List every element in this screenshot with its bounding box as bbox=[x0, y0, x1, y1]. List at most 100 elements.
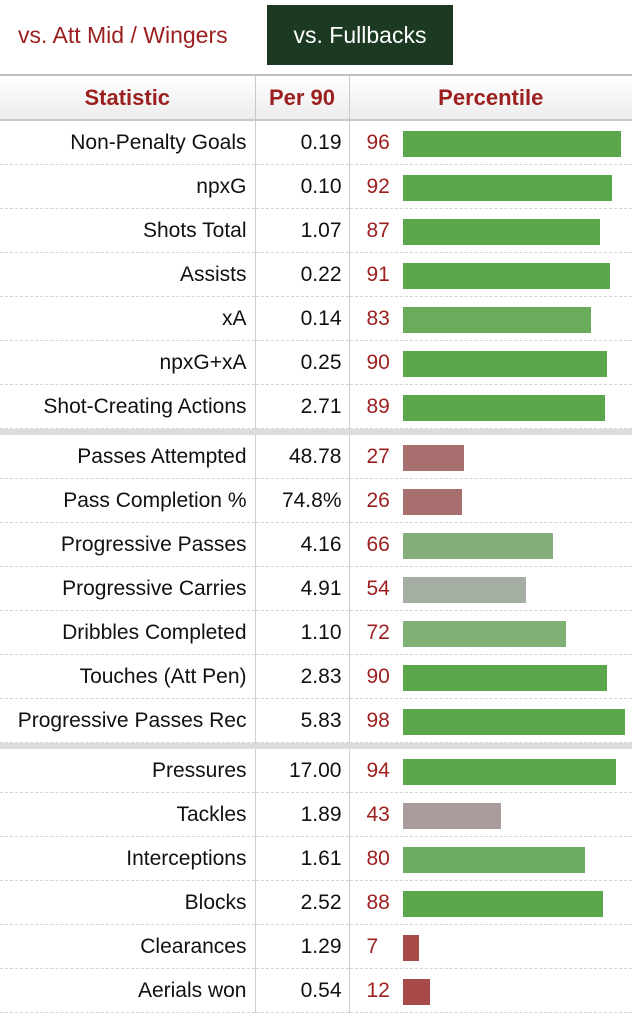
stat-name: Shots Total bbox=[142, 218, 247, 242]
table-row: Aerials won 0.54 12 bbox=[0, 968, 632, 1013]
header-per90[interactable]: Per 90 bbox=[255, 76, 350, 121]
percentile-cell: 54 bbox=[349, 566, 632, 611]
percentile-value: 98 bbox=[366, 709, 390, 732]
table-row: Tackles 1.89 43 bbox=[0, 792, 632, 837]
comparison-tabs: vs. Att Mid / Wingers vs. Fullbacks bbox=[0, 0, 632, 74]
percentile-value: 26 bbox=[366, 489, 390, 512]
stat-name: Shot-Creating Actions bbox=[43, 394, 247, 418]
per90-value: 2.83 bbox=[255, 654, 350, 699]
stat-name: Passes Attempted bbox=[77, 444, 247, 468]
stat-name-cell: Assists bbox=[0, 252, 256, 297]
percentile-cell: 12 bbox=[349, 968, 632, 1013]
per90-value: 0.54 bbox=[255, 968, 350, 1013]
stat-name: Tackles bbox=[176, 802, 247, 826]
percentile-bar bbox=[402, 175, 612, 201]
percentile-cell: 98 bbox=[349, 698, 632, 743]
percentile-bar bbox=[402, 935, 419, 961]
per90-value: 0.19 bbox=[255, 120, 350, 165]
stat-name: Blocks bbox=[184, 890, 247, 914]
percentile-table: Statistic Per 90 Percentile Non-Penalty … bbox=[0, 76, 632, 1013]
percentile-value: 43 bbox=[366, 803, 390, 826]
percentile-bar bbox=[402, 847, 585, 873]
percentile-cell: 92 bbox=[349, 164, 632, 209]
percentile-value: 54 bbox=[366, 577, 390, 600]
per90-value: 1.07 bbox=[255, 208, 350, 253]
table-row: npxG+xA 0.25 90 bbox=[0, 340, 632, 385]
percentile-cell: 7 bbox=[349, 924, 632, 969]
stat-name: npxG+xA bbox=[159, 350, 247, 374]
per90-value: 48.78 bbox=[255, 435, 350, 479]
per90-value: 1.61 bbox=[255, 836, 350, 881]
percentile-value: 90 bbox=[366, 351, 390, 374]
stat-name-cell: xA bbox=[0, 296, 256, 341]
percentile-value: 72 bbox=[366, 621, 390, 644]
table-body: Non-Penalty Goals 0.19 96 npxG 0.10 92 Shots T… bbox=[0, 120, 632, 1013]
stat-name-cell: Interceptions bbox=[0, 836, 256, 881]
per90-value: 0.14 bbox=[255, 296, 350, 341]
per90-value: 2.71 bbox=[255, 384, 350, 429]
stat-name-cell: Dribbles Completed bbox=[0, 610, 256, 655]
header-statistic[interactable]: Statistic bbox=[0, 76, 256, 121]
per90-value: 0.25 bbox=[255, 340, 350, 385]
percentile-bar bbox=[402, 351, 607, 377]
stat-name-cell: Progressive Passes bbox=[0, 522, 256, 567]
stat-name-cell: Shot-Creating Actions bbox=[0, 384, 256, 429]
percentile-bar bbox=[402, 263, 610, 289]
percentile-value: 90 bbox=[366, 665, 390, 688]
percentile-bar bbox=[402, 577, 526, 603]
percentile-cell: 27 bbox=[349, 435, 632, 479]
percentile-value: 89 bbox=[366, 395, 390, 418]
table-row: Shot-Creating Actions 2.71 89 bbox=[0, 384, 632, 429]
percentile-bar bbox=[402, 395, 605, 421]
stat-name-cell: Aerials won bbox=[0, 968, 256, 1013]
per90-value: 4.91 bbox=[255, 566, 350, 611]
percentile-value: 83 bbox=[366, 307, 390, 330]
stat-name: Touches (Att Pen) bbox=[79, 664, 247, 688]
per90-value: 2.52 bbox=[255, 880, 350, 925]
stat-name-cell: Blocks bbox=[0, 880, 256, 925]
stat-name-cell: Pressures bbox=[0, 749, 256, 793]
stat-name: Progressive Carries bbox=[62, 576, 247, 600]
stat-name: Interceptions bbox=[126, 846, 247, 870]
header-percentile[interactable]: Percentile bbox=[349, 76, 632, 121]
table-row: Progressive Passes Rec 5.83 98 bbox=[0, 698, 632, 743]
percentile-value: 87 bbox=[366, 219, 390, 242]
per90-value: 1.10 bbox=[255, 610, 350, 655]
stat-name-cell: npxG+xA bbox=[0, 340, 256, 385]
per90-value: 1.89 bbox=[255, 792, 350, 837]
stat-name: Assists bbox=[179, 262, 247, 286]
percentile-cell: 83 bbox=[349, 296, 632, 341]
tab-att-mid-wingers[interactable]: vs. Att Mid / Wingers bbox=[18, 22, 228, 48]
table-row: Blocks 2.52 88 bbox=[0, 880, 632, 925]
percentile-value: 94 bbox=[366, 759, 390, 782]
stat-name: Pressures bbox=[151, 758, 247, 782]
percentile-cell: 88 bbox=[349, 880, 632, 925]
table-row: xA 0.14 83 bbox=[0, 296, 632, 341]
percentile-value: 92 bbox=[366, 175, 390, 198]
stat-name-cell: Tackles bbox=[0, 792, 256, 837]
percentile-cell: 89 bbox=[349, 384, 632, 429]
percentile-value: 80 bbox=[366, 847, 390, 870]
table-row: Passes Attempted 48.78 27 bbox=[0, 435, 632, 479]
percentile-cell: 80 bbox=[349, 836, 632, 881]
table-row: Interceptions 1.61 80 bbox=[0, 836, 632, 881]
percentile-bar bbox=[402, 665, 607, 691]
table-row: Clearances 1.29 7 bbox=[0, 924, 632, 969]
percentile-value: 96 bbox=[366, 131, 390, 154]
stat-name: Aerials won bbox=[137, 978, 247, 1002]
percentile-bar bbox=[402, 891, 603, 917]
per90-value: 5.83 bbox=[255, 698, 350, 743]
percentile-cell: 90 bbox=[349, 654, 632, 699]
table-row: Pass Completion % 74.8% 26 bbox=[0, 478, 632, 523]
percentile-bar bbox=[402, 219, 600, 245]
stat-name: Non-Penalty Goals bbox=[70, 130, 247, 154]
table-header: Statistic Per 90 Percentile bbox=[0, 76, 632, 121]
stat-name: Pass Completion % bbox=[63, 488, 247, 512]
table-row: npxG 0.10 92 bbox=[0, 164, 632, 209]
tab-fullbacks[interactable]: vs. Fullbacks bbox=[267, 5, 453, 65]
table-row: Assists 0.22 91 bbox=[0, 252, 632, 297]
table-row: Touches (Att Pen) 2.83 90 bbox=[0, 654, 632, 699]
percentile-value: 66 bbox=[366, 533, 390, 556]
stat-name-cell: Clearances bbox=[0, 924, 256, 969]
percentile-cell: 94 bbox=[349, 749, 632, 793]
